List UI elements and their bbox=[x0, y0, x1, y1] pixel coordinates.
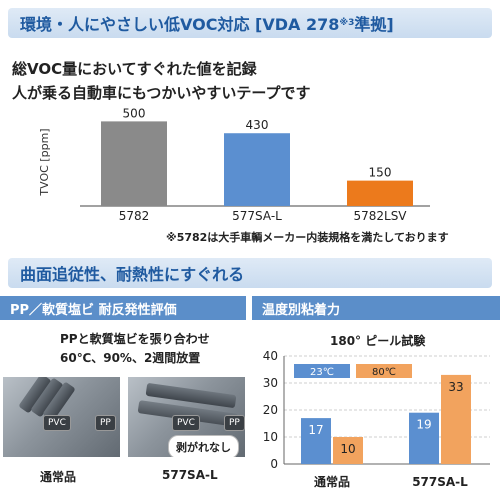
peel-bar-23℃-通常品 bbox=[301, 418, 331, 464]
section2-title: 曲面追従性、耐熱性にすぐれる bbox=[20, 265, 245, 284]
peel-category-label: 通常品 bbox=[314, 474, 350, 489]
voc-value-label: 150 bbox=[369, 166, 392, 180]
voc-bar-5782 bbox=[101, 121, 167, 206]
photo-standard-product: PVC PP bbox=[3, 377, 120, 457]
intro-line-1: 総VOC量においてすぐれた値を記録 bbox=[12, 60, 257, 78]
peel-bar-chart: 0 10 20 30 40 17 10 19 33 23℃ 80℃ 通常品 577SA-L bbox=[263, 350, 490, 489]
temp-panel-title: 温度別粘着力 bbox=[262, 302, 341, 318]
footnote-mark: ※3 bbox=[339, 18, 355, 28]
peel-y-tick-label: 30 bbox=[263, 376, 278, 390]
peel-bar-23℃-577SA-L bbox=[409, 412, 439, 464]
header-banner: 環境・人にやさしい低VOC対応 [VDA 278 ※3 準拠] bbox=[8, 8, 492, 38]
pp-tag: PP bbox=[95, 415, 116, 431]
voc-value-label: 430 bbox=[246, 118, 269, 132]
voc-footnote: ※5782は大手車輌メーカー内装規格を満たしております bbox=[166, 231, 449, 244]
legend-swatch bbox=[356, 364, 412, 378]
voc-bar-577SA-L bbox=[224, 133, 290, 206]
peel-value-label: 33 bbox=[448, 380, 463, 394]
peel-value-label: 10 bbox=[340, 442, 355, 456]
peel-value-label: 17 bbox=[308, 423, 323, 437]
pvc-tag: PVC bbox=[172, 415, 200, 431]
legend-label: 23℃ bbox=[310, 367, 334, 378]
peel-bar-80℃-577SA-L bbox=[441, 374, 471, 464]
voc-category-label: 5782 bbox=[119, 209, 150, 223]
intro-line-2: 人が乗る自動車にもつかいやすいテープです bbox=[12, 84, 311, 102]
pp-desc-line-2: 60℃、90%、2週間放置 bbox=[60, 351, 201, 365]
peel-y-tick-label: 10 bbox=[263, 430, 278, 444]
temp-panel-header: 温度別粘着力 bbox=[252, 296, 500, 320]
pp-tag: PP bbox=[224, 415, 245, 431]
legend-swatch bbox=[294, 364, 350, 378]
peel-category-label: 577SA-L bbox=[412, 475, 468, 489]
voc-value-label: 500 bbox=[123, 106, 146, 120]
photo1-caption: 通常品 bbox=[40, 470, 77, 484]
page-title-tail: 準拠] bbox=[354, 15, 394, 34]
voc-y-axis-label: TVOC [ppm] bbox=[38, 128, 51, 196]
peel-value-label: 19 bbox=[416, 418, 431, 432]
pp-panel-title: PP／軟質塩ビ 耐反発性評価 bbox=[10, 302, 177, 318]
section2-banner: 曲面追従性、耐熱性にすぐれる bbox=[8, 258, 492, 288]
peel-test-subtitle: 180° ピール試験 bbox=[330, 334, 426, 348]
voc-bar-chart: TVOC [ppm] 500 5782 430 577SA-L 150 5782LSV bbox=[38, 106, 430, 223]
photo2-caption: 577SA-L bbox=[162, 468, 218, 482]
peel-y-tick-label: 20 bbox=[263, 403, 278, 417]
voc-category-label: 577SA-L bbox=[232, 209, 282, 223]
peel-y-tick-label: 40 bbox=[263, 350, 278, 363]
pp-panel-header: PP／軟質塩ビ 耐反発性評価 bbox=[0, 296, 246, 320]
no-peel-badge: 剥がれなし bbox=[168, 435, 239, 457]
legend-label: 80℃ bbox=[372, 367, 396, 378]
page-title: 環境・人にやさしい低VOC対応 [VDA 278 bbox=[20, 15, 340, 34]
photo-577sa-l: PVC PP 剥がれなし bbox=[128, 377, 245, 457]
pvc-tag: PVC bbox=[43, 415, 71, 431]
peel-y-tick-label: 0 bbox=[270, 457, 278, 471]
pp-desc-line-1: PPと軟質塩ビを張り合わせ bbox=[60, 332, 210, 346]
peel-bar-80℃-通常品 bbox=[333, 437, 363, 464]
voc-category-label: 5782LSV bbox=[353, 209, 407, 223]
voc-bar-5782LSV bbox=[347, 180, 413, 206]
